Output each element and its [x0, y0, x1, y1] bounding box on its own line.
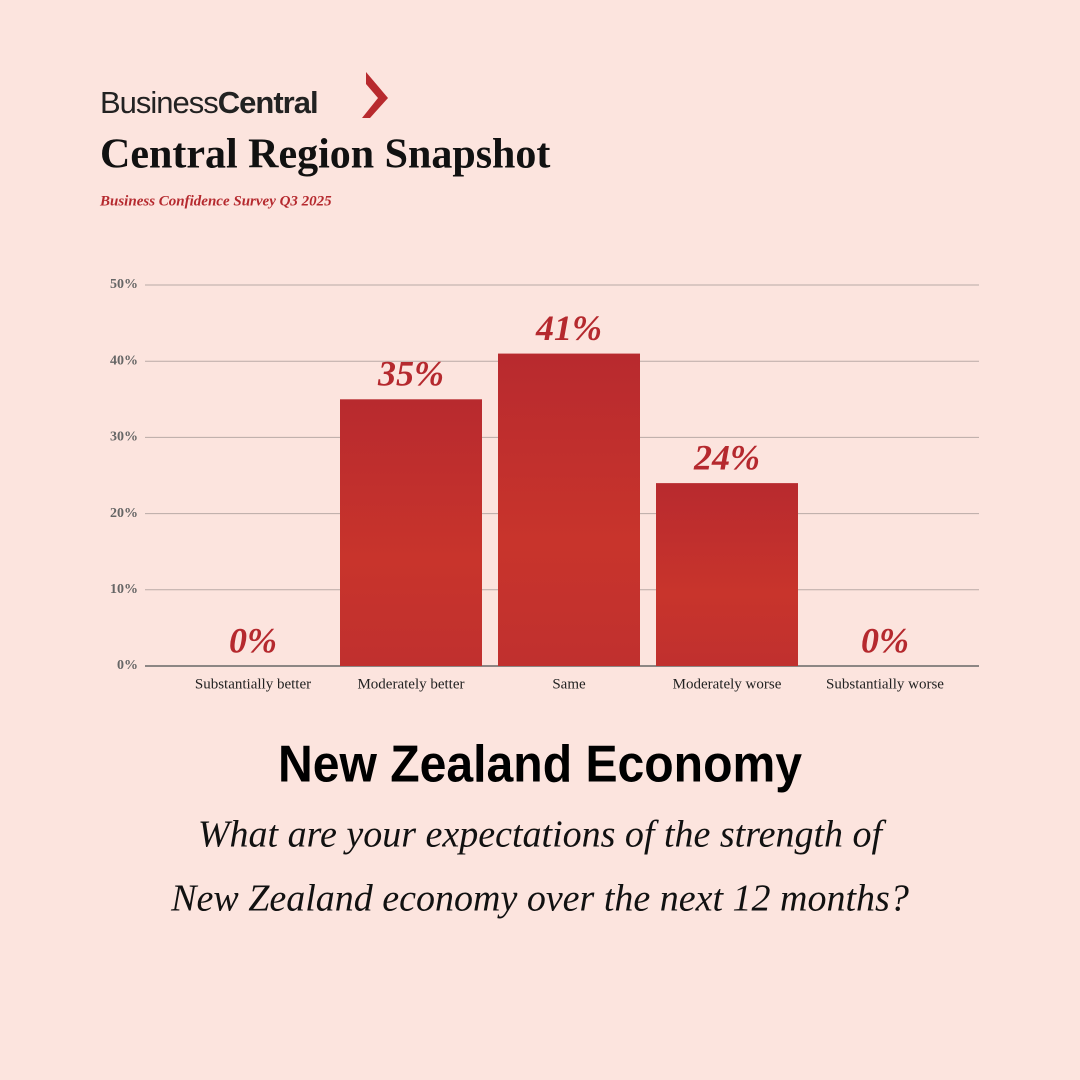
- question-line: What are your expectations of the streng…: [198, 814, 887, 856]
- value-label: 35%: [377, 354, 444, 394]
- y-tick-label: 0%: [117, 658, 138, 673]
- bar: [340, 399, 482, 666]
- question-line: New Zealand economy over the next 12 mon…: [170, 878, 909, 920]
- brand-mark: [362, 72, 388, 118]
- y-tick-label: 50%: [110, 277, 138, 292]
- x-tick-label: Moderately worse: [673, 676, 782, 692]
- x-tick-label: Moderately better: [357, 676, 464, 692]
- brand-word: Central: [218, 85, 318, 120]
- page-subtitle: Business Confidence Survey Q3 2025: [99, 193, 332, 209]
- x-tick-label: Same: [552, 676, 586, 692]
- chart-heading: New Zealand Economy: [278, 736, 802, 794]
- value-label: 24%: [693, 437, 760, 477]
- brand-word: Business: [100, 85, 218, 120]
- brand-logo: BusinessCentral: [100, 85, 318, 120]
- value-label: 41%: [535, 308, 602, 348]
- x-tick-label: Substantially worse: [826, 676, 944, 692]
- y-tick-label: 20%: [110, 506, 138, 521]
- page-title: Central Region Snapshot: [100, 132, 550, 178]
- bar: [656, 483, 798, 666]
- x-tick-label: Substantially better: [195, 676, 311, 692]
- bar: [498, 353, 640, 666]
- value-label: 0%: [861, 620, 909, 660]
- value-label: 0%: [229, 620, 277, 660]
- y-tick-label: 30%: [110, 430, 138, 445]
- y-tick-label: 10%: [110, 582, 138, 597]
- y-tick-label: 40%: [110, 353, 138, 368]
